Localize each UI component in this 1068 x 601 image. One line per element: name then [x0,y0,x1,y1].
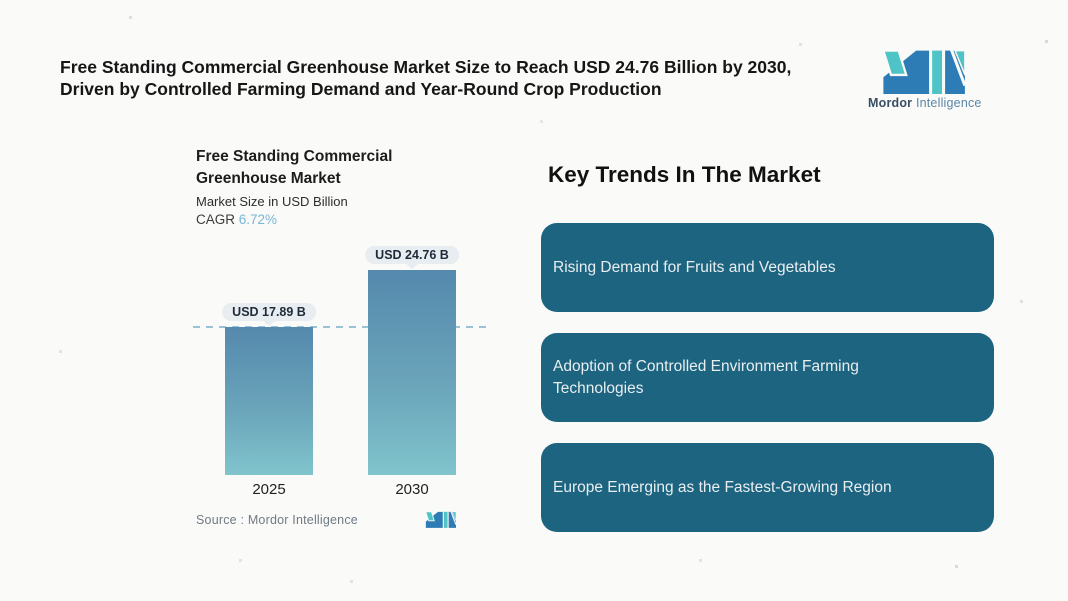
trend-card-2-text: Adoption of Controlled Environment Farmi… [553,357,859,397]
cagr-label: CAGR [196,212,239,227]
chart-title-line1: Free Standing Commercial [196,148,393,165]
trend-card-1: Rising Demand for Fruits and Vegetables [541,223,994,312]
chart-header: Free Standing Commercial Greenhouse Mark… [196,146,392,227]
brand-name: Mordor Intelligence [868,96,981,110]
bar-2030-value-badge: USD 24.76 B [365,246,459,264]
cagr-value: 6.72% [238,212,278,227]
chart-cagr: CAGR 6.72% [196,212,392,227]
bar-2025-value-badge: USD 17.89 B [222,303,316,321]
trend-card-2: Adoption of Controlled Environment Farmi… [541,333,994,422]
brand-logo: Mordor Intelligence [868,46,981,110]
page-title-line1: Free Standing Commercial Greenhouse Mark… [60,57,792,77]
bar-2030-category-label: 2030 [395,481,429,498]
brand-name-regular: Intelligence [915,96,982,110]
brand-name-bold: Mordor [868,96,913,110]
background-noise [0,0,1,1]
chart-subtitle: Market Size in USD Billion [196,194,348,209]
mordor-logo-mark-icon [425,511,456,528]
bar-2025: USD 17.89 B 2025 [222,303,316,498]
trends-heading: Key Trends In The Market [548,162,821,187]
reference-line [193,325,486,328]
trend-card-3-text: Europe Emerging as the Fastest-Growing R… [553,478,892,496]
chart-title: Free Standing Commercial Greenhouse Mark… [196,146,392,190]
trend-card-1-text: Rising Demand for Fruits and Vegetables [553,258,836,276]
source-note: Source : Mordor Intelligence [196,513,358,527]
bar-2025-category-label: 2025 [252,481,286,498]
trend-card-3: Europe Emerging as the Fastest-Growing R… [541,443,994,532]
bar-2030: USD 24.76 B 2030 [365,246,459,498]
mordor-logo-icon [881,48,965,94]
chart-title-line2: Greenhouse Market [196,170,341,187]
page-title-line2: Driven by Controlled Farming Demand and … [60,78,662,99]
page-title: Free Standing Commercial Greenhouse Mark… [60,57,860,100]
